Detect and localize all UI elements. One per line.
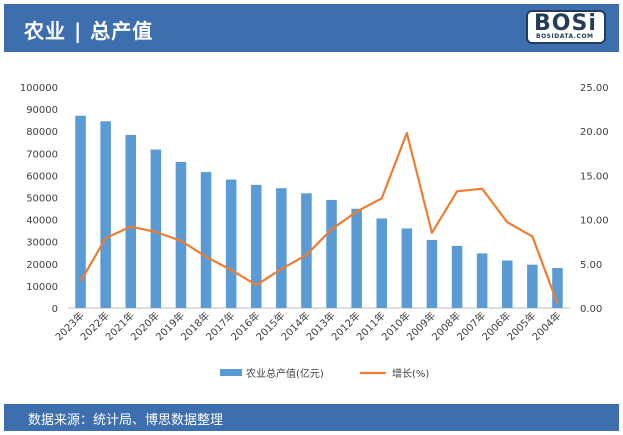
- y-left-tick-label: 30000: [26, 238, 58, 249]
- bar: [376, 218, 388, 308]
- y-right-tick-label: 15.00: [580, 171, 609, 182]
- bar: [527, 264, 538, 308]
- bar: [75, 115, 86, 308]
- bar: [326, 199, 337, 308]
- bar: [200, 172, 212, 308]
- bar: [451, 245, 463, 308]
- y-right-tick-label: 10.00: [580, 216, 609, 227]
- y-left-tick-label: 60000: [26, 171, 58, 182]
- header-band: 农业 | 总产值 BOSi BOSIDATA.COM: [4, 4, 619, 52]
- logo-text: BOSi: [534, 11, 597, 36]
- bar: [250, 184, 262, 308]
- page-title: 农业 | 总产值: [24, 19, 154, 43]
- y-left-tick-label: 70000: [26, 149, 58, 160]
- y-left-tick-label: 40000: [26, 216, 58, 227]
- y-left-tick-label: 0: [52, 304, 58, 315]
- bar: [552, 267, 563, 308]
- bar: [276, 188, 287, 308]
- chart: 0 10000 20000 30000 40000 50000 60000 70000 8000…: [20, 83, 609, 380]
- y-right-tick-label: 20.00: [580, 127, 609, 138]
- y-left-tick-label: 10000: [26, 282, 58, 293]
- bosi-logo: BOSi BOSIDATA.COM: [526, 10, 606, 44]
- y-right-tick-label: 0.00: [580, 304, 602, 315]
- bar: [225, 179, 237, 308]
- footer-band: 数据来源：统计局、博思数据整理: [4, 404, 619, 431]
- bar: [351, 208, 362, 308]
- logo-subtext: BOSIDATA.COM: [536, 33, 594, 40]
- bar: [501, 260, 513, 308]
- legend-bar-label: 农业总产值(亿元): [246, 367, 324, 380]
- bar: [301, 193, 312, 308]
- bar: [175, 161, 187, 308]
- y-right-tick-label: 25.00: [580, 83, 609, 94]
- growth-line: [79, 131, 559, 304]
- y-left-tick-label: 80000: [26, 127, 58, 138]
- y-left-tick-label: 100000: [20, 83, 58, 94]
- bar: [125, 134, 137, 308]
- y-right-tick-label: 5.00: [580, 260, 602, 271]
- legend-bar-swatch: [220, 369, 242, 376]
- bar: [401, 228, 413, 308]
- y-left-tick-label: 20000: [26, 260, 58, 271]
- legend-line-label: 增长(%): [392, 367, 429, 380]
- bar: [100, 121, 111, 308]
- y-left-tick-label: 90000: [26, 105, 58, 116]
- x-tick-label: 2004年: [529, 309, 563, 343]
- data-source: 数据来源：统计局、博思数据整理: [28, 413, 224, 428]
- y-left-tick-label: 50000: [26, 194, 58, 205]
- bar: [426, 239, 438, 308]
- bar: [150, 149, 162, 308]
- bar: [476, 253, 488, 308]
